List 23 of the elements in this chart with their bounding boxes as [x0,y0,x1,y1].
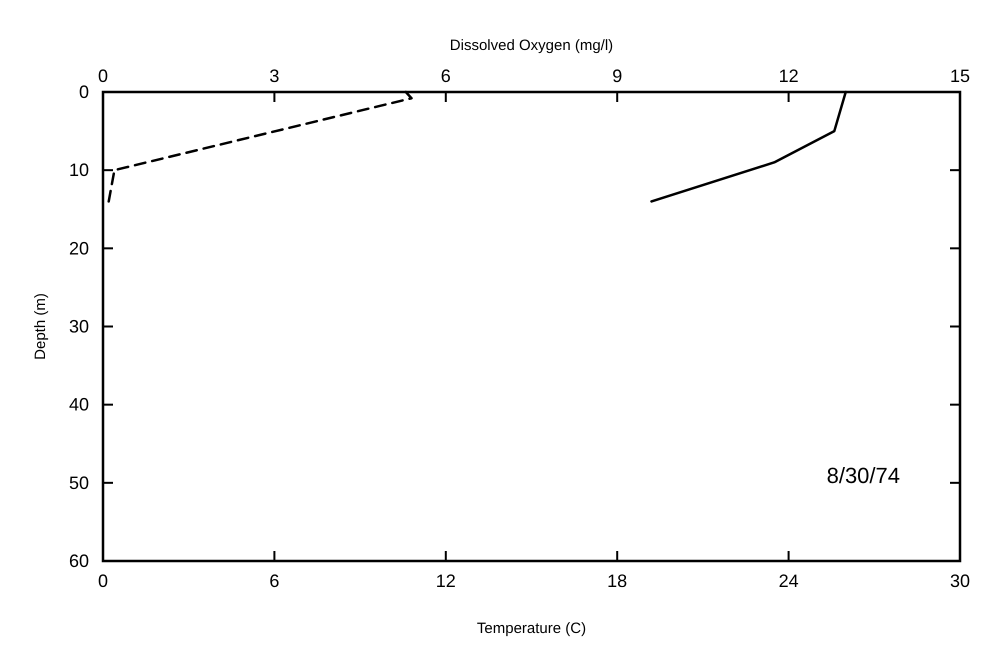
x-tick-label: 18 [607,571,628,591]
x2-tick-label: 15 [950,66,970,86]
x-tick-label: 12 [436,571,456,591]
x2-tick-label: 12 [778,66,799,86]
x-tick-label: 6 [269,571,280,591]
y-tick-label: 20 [68,238,89,258]
x-axis-title: Temperature (C) [476,620,586,637]
y-tick-label: 30 [68,316,89,336]
x-tick-label: 30 [950,571,970,591]
y-tick-label: 60 [68,551,89,571]
y-tick-label: 10 [68,160,89,180]
x2-tick-label: 6 [440,66,451,86]
x2-tick-label: 9 [612,66,622,86]
x2-tick-label: 3 [269,66,280,86]
y-tick-label: 50 [68,472,89,493]
x2-tick-label: 0 [98,66,108,86]
y-tick-label: 40 [68,394,89,415]
x-tick-label: 24 [778,571,799,591]
y-axis-title: Depth (m) [32,293,49,360]
x2-axis-title: Dissolved Oxygen (mg/l) [450,37,614,54]
annotation: 8/30/74 [826,463,900,488]
y-tick-label: 0 [78,82,89,102]
x-tick-label: 0 [98,571,108,591]
